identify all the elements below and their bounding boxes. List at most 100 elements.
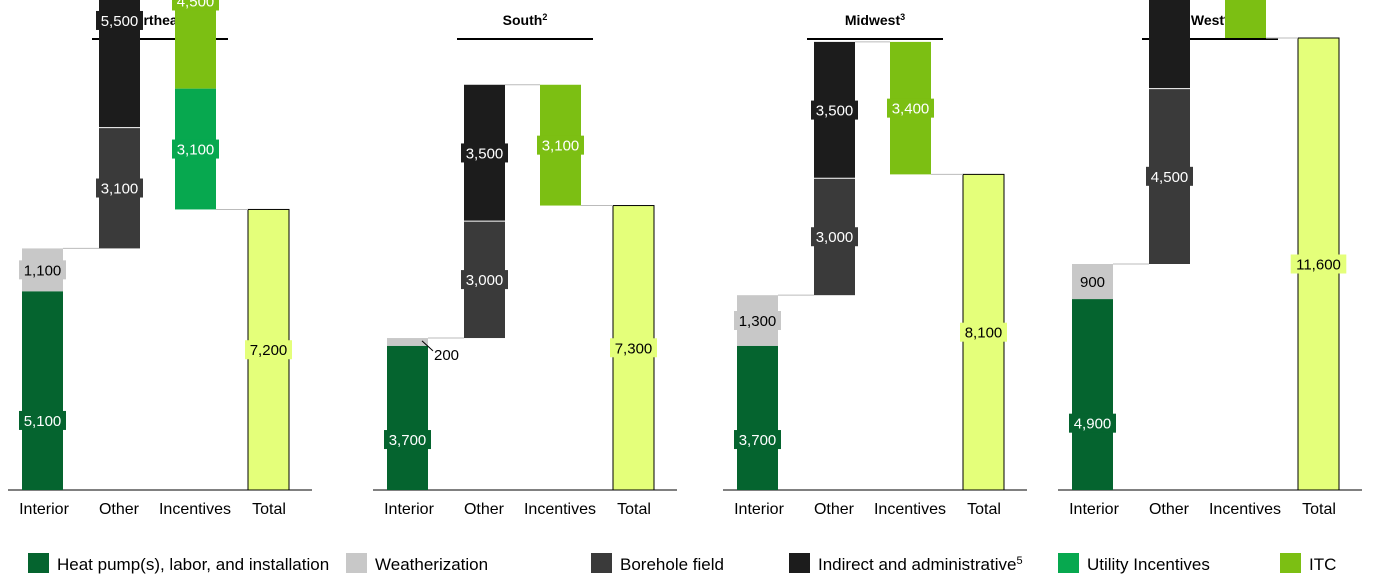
legend-label: Heat pump(s), labor, and installation (57, 555, 329, 574)
legend-item-weatherization: Weatherization (346, 553, 488, 574)
legend-item-itc: ITC (1280, 553, 1336, 574)
x-tick-label-other: Other (99, 501, 140, 518)
panel-title: South2 (503, 12, 548, 28)
panel-west: West44,9009004,5006,3005,00011,600Interi… (1058, 0, 1362, 518)
chart-legend: Heat pump(s), labor, and installation Wea… (28, 553, 1336, 574)
value-label-other-indirect-bg (811, 100, 858, 120)
panel-title-text: Midwest (845, 12, 901, 28)
value-label-other-borehole: 4,500 (1151, 169, 1189, 186)
legend-label: Borehole field (620, 555, 724, 574)
legend-item-borehole: Borehole field (591, 553, 724, 574)
panel-title-footnote: 2 (542, 12, 547, 22)
value-label-other-indirect-bg (461, 143, 508, 163)
x-tick-label-other: Other (814, 501, 855, 518)
legend-swatch (591, 553, 612, 573)
value-label-interior-weatherization: 200 (434, 347, 459, 364)
panel-northeast: Northeast15,1001,1003,1005,5004,5003,100… (8, 0, 312, 518)
value-label-total-bg (245, 340, 292, 360)
legend-label: Indirect and administrative5 (818, 555, 1023, 574)
value-label-incentives-utility-bg (172, 139, 219, 159)
bar-interior-heat_pump (1072, 299, 1113, 490)
x-tick-label-interior: Interior (384, 501, 434, 518)
value-label-interior-weatherization-bg (1077, 272, 1108, 292)
value-label-interior-weatherization: 1,100 (24, 262, 62, 279)
value-label-interior-heat_pump: 5,100 (24, 413, 62, 430)
value-label-interior-heat_pump: 4,900 (1074, 416, 1112, 433)
x-tick-label-incentives: Incentives (874, 501, 946, 518)
value-label-interior-heat_pump: 3,700 (389, 432, 427, 449)
value-label-other-borehole-bg (96, 178, 143, 198)
x-tick-label-incentives: Incentives (524, 501, 596, 518)
legend-swatch (28, 553, 49, 573)
value-label-incentives-itc: 3,400 (892, 101, 930, 118)
value-label-total-bg (610, 338, 657, 358)
bar-incentives-itc (1225, 0, 1266, 38)
legend-swatch (1280, 553, 1301, 573)
bar-interior-heat_pump (737, 345, 778, 490)
chart-panels: Northeast15,1001,1003,1005,5004,5003,100… (8, 0, 1362, 518)
value-label-incentives-itc: 4,500 (177, 0, 215, 10)
value-label-incentives-itc-bg (537, 135, 584, 155)
x-tick-label-total: Total (252, 501, 286, 518)
value-label-other-borehole: 3,000 (466, 272, 504, 289)
panel-title-footnote: 3 (900, 12, 905, 22)
value-label-other-indirect: 3,500 (816, 103, 854, 120)
x-tick-label-other: Other (464, 501, 505, 518)
bar-interior-weatherization (387, 338, 428, 346)
x-tick-label-total: Total (617, 501, 651, 518)
legend-label: ITC (1309, 555, 1336, 574)
value-label-other-borehole-bg (461, 270, 508, 290)
value-label-other-borehole-bg (1146, 166, 1193, 186)
value-label-total: 7,200 (250, 342, 288, 359)
value-label-interior-heat_pump-bg (734, 430, 781, 450)
value-label-total-bg (1290, 254, 1347, 274)
value-label-interior-weatherization: 1,300 (739, 313, 777, 330)
x-tick-label-interior: Interior (19, 501, 69, 518)
x-tick-label-total: Total (1302, 501, 1336, 518)
panel-midwest: Midwest3 3,700 1,300 3,000 3,500 3,400 8,100 In… (723, 12, 1027, 518)
bar-incentives-itc (175, 0, 216, 89)
x-tick-label-incentives: Incentives (1209, 501, 1281, 518)
value-label-incentives-itc-bg (172, 0, 219, 11)
x-tick-label-total: Total (967, 501, 1001, 518)
value-label-total: 11,600 (1296, 257, 1341, 274)
value-label-total-bg (960, 322, 1007, 342)
value-label-interior-heat_pump-bg (384, 430, 431, 450)
panel-title-text: West (1191, 12, 1225, 28)
x-tick-label-incentives: Incentives (159, 501, 231, 518)
legend-label: Utility Incentives (1087, 555, 1210, 574)
value-label-other-borehole: 3,100 (101, 181, 139, 198)
x-tick-label-interior: Interior (1069, 501, 1119, 518)
legend-swatch (346, 553, 367, 573)
x-tick-label-other: Other (1149, 501, 1190, 518)
value-label-other-indirect-bg (96, 10, 143, 30)
value-label-interior-heat_pump-bg (19, 410, 66, 430)
panel-title: Midwest3 (845, 12, 905, 28)
value-label-other-indirect: 5,500 (101, 13, 139, 30)
value-label-interior-heat_pump-bg (1069, 413, 1116, 433)
bar-interior-heat_pump (22, 291, 63, 490)
x-tick-label-interior: Interior (734, 501, 784, 518)
legend-label: Weatherization (375, 555, 488, 574)
value-label-incentives-utility: 3,100 (177, 142, 215, 159)
value-label-other-borehole-bg (811, 227, 858, 247)
value-label-total: 7,300 (615, 340, 653, 357)
legend-swatch (1058, 553, 1079, 573)
value-label-incentives-itc-bg (887, 98, 934, 118)
legend-item-heat_pump: Heat pump(s), labor, and installation (28, 553, 329, 574)
panel-title-text: South (503, 12, 543, 28)
value-label-interior-heat_pump: 3,700 (739, 432, 777, 449)
legend-item-indirect: Indirect and administrative5 (789, 553, 1023, 574)
legend-swatch (789, 553, 810, 573)
value-label-incentives-itc: 3,100 (542, 138, 580, 155)
value-label-other-borehole: 3,000 (816, 229, 854, 246)
value-label-interior-weatherization-bg (19, 260, 66, 280)
label-leader-line (421, 340, 434, 352)
value-label-interior-weatherization-bg (734, 311, 781, 330)
panel-south: South2 3,700 200 3,000 3,500 3,100 7,300 Interi… (373, 12, 677, 518)
legend-item-utility: Utility Incentives (1058, 553, 1210, 574)
value-label-other-indirect: 3,500 (466, 145, 504, 162)
value-label-total: 8,100 (965, 325, 1003, 342)
